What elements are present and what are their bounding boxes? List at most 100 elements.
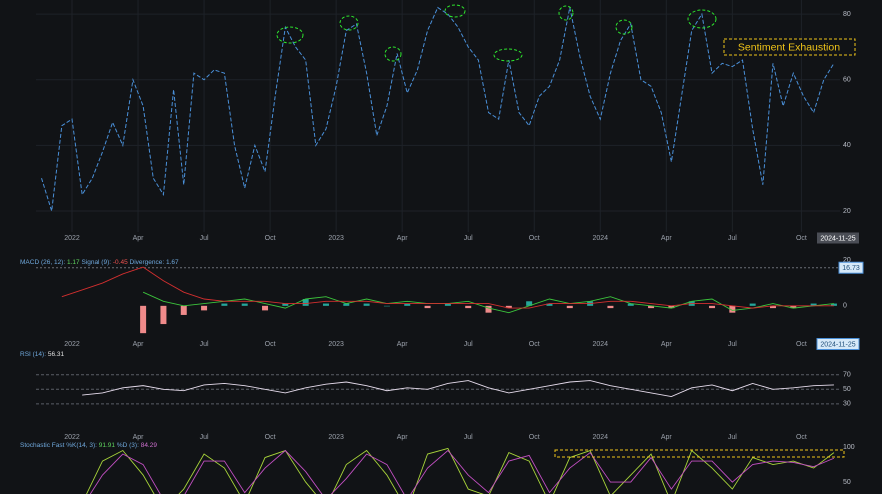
macd-value: 1.17: [67, 259, 80, 266]
histogram-bar: [424, 305, 431, 309]
series-line: [89, 449, 835, 494]
y-tick-label: 80: [843, 11, 851, 18]
series-line: [41, 6, 835, 212]
histogram-bar: [282, 303, 289, 306]
y-tick-label: 40: [843, 142, 851, 149]
panel-marks: [41, 6, 835, 212]
histogram-bar: [566, 305, 573, 309]
annotation-box: [723, 38, 856, 56]
marker-badge: [838, 261, 864, 274]
x-tick-label: Oct: [265, 341, 276, 348]
macd-name: MACD (26, 12):: [20, 259, 65, 266]
histogram-bar: [485, 305, 492, 313]
x-tick-label: Oct: [265, 434, 276, 441]
y-tick-label: 70: [843, 372, 851, 379]
histogram-bar: [180, 305, 187, 315]
x-tick-label: Apr: [397, 341, 409, 348]
rsi-value: 56.31: [48, 351, 65, 358]
marker-label: 16.73: [842, 265, 860, 272]
histogram-bar: [607, 305, 614, 309]
date-label: 2024-11-25: [820, 341, 855, 348]
y-tick-label: 20: [843, 257, 851, 264]
histogram-bar: [322, 303, 329, 306]
peak-highlight: [558, 5, 574, 21]
x-tick-label: 2022: [64, 235, 80, 242]
histogram-bar: [444, 303, 451, 306]
x-tick-label: Oct: [796, 434, 807, 441]
x-tick-label: Oct: [265, 235, 276, 242]
peak-highlight: [615, 19, 633, 35]
x-tick-label: Jul: [464, 341, 473, 348]
divergence-value: 1.67: [166, 259, 179, 266]
rsi-header: RSI (14): 56.31: [20, 351, 64, 358]
peak-highlight: [444, 4, 466, 18]
histogram-bar: [810, 303, 817, 306]
series-line: [61, 266, 834, 309]
x-tick-label: Jul: [464, 434, 473, 441]
x-tick-label: 2022: [64, 434, 80, 441]
x-tick-label: Apr: [661, 341, 673, 348]
x-tick-label: 2023: [328, 341, 344, 348]
peak-highlight: [493, 48, 523, 62]
x-tick-label: 2022: [64, 341, 80, 348]
histogram-bar: [262, 305, 269, 311]
panel-marks: [61, 266, 837, 334]
annotation: Sentiment Exhaustion: [738, 41, 840, 53]
peak-highlight: [339, 15, 359, 31]
x-tick-label: Jul: [728, 434, 737, 441]
x-tick-label: Oct: [529, 235, 540, 242]
y-tick-label: 100: [843, 444, 855, 451]
signal-value: -0.45: [113, 259, 128, 266]
x-tick-label: 2023: [328, 434, 344, 441]
highlight-box: [554, 449, 845, 458]
series-line: [86, 447, 835, 494]
rsi-name: RSI (14):: [20, 351, 46, 358]
x-tick-label: Apr: [397, 434, 409, 441]
peak-highlights: [276, 4, 717, 62]
x-tick-label: Apr: [133, 341, 145, 348]
d-name: %D (3):: [117, 442, 139, 449]
x-tick-label: Oct: [796, 341, 807, 348]
stoch-header: Stochastic Fast %K(14, 3): 91.91 %D (3):…: [20, 442, 157, 449]
x-tick-label: Apr: [397, 235, 409, 242]
k-value: 91.91: [99, 442, 116, 449]
y-tick-label: 0: [843, 303, 847, 310]
histogram-bar: [526, 301, 533, 306]
x-tick-label: Apr: [661, 235, 673, 242]
y-tick-label: 20: [843, 208, 851, 215]
histogram-bar: [729, 305, 736, 313]
x-tick-label: Jul: [200, 434, 209, 441]
x-tick-label: Oct: [529, 434, 540, 441]
x-tick-label: 2024: [592, 235, 608, 242]
histogram-bar: [648, 305, 655, 309]
histogram-bar: [140, 305, 147, 334]
peak-highlight: [687, 9, 717, 29]
histogram-bar: [546, 303, 553, 306]
date-label: 2024-11-25: [820, 235, 855, 242]
y-tick-label: 60: [843, 77, 851, 84]
histogram-bar: [790, 305, 797, 309]
x-tick-label: Jul: [728, 235, 737, 242]
series-line: [142, 291, 834, 314]
x-tick-label: Oct: [529, 341, 540, 348]
histogram-bar: [302, 299, 309, 306]
x-tick-label: Jul: [200, 341, 209, 348]
macd-header: MACD (26, 12): 1.17 Signal (9): -0.45 Di…: [20, 259, 179, 266]
marks-layer: [41, 6, 837, 494]
y-tick-label: 50: [843, 479, 851, 486]
histogram-bar: [343, 303, 350, 306]
x-tick-label: Apr: [133, 235, 145, 242]
histogram-bar: [383, 305, 390, 307]
y-tick-label: 30: [843, 401, 851, 408]
x-tick-label: Jul: [200, 235, 209, 242]
histogram-bar: [241, 303, 248, 306]
x-tick-label: Apr: [661, 434, 673, 441]
histogram-bar: [627, 303, 634, 306]
histogram-bar: [769, 305, 776, 309]
x-tick-label: Apr: [133, 434, 145, 441]
histogram-bar: [668, 305, 675, 309]
peak-highlight: [276, 26, 304, 44]
